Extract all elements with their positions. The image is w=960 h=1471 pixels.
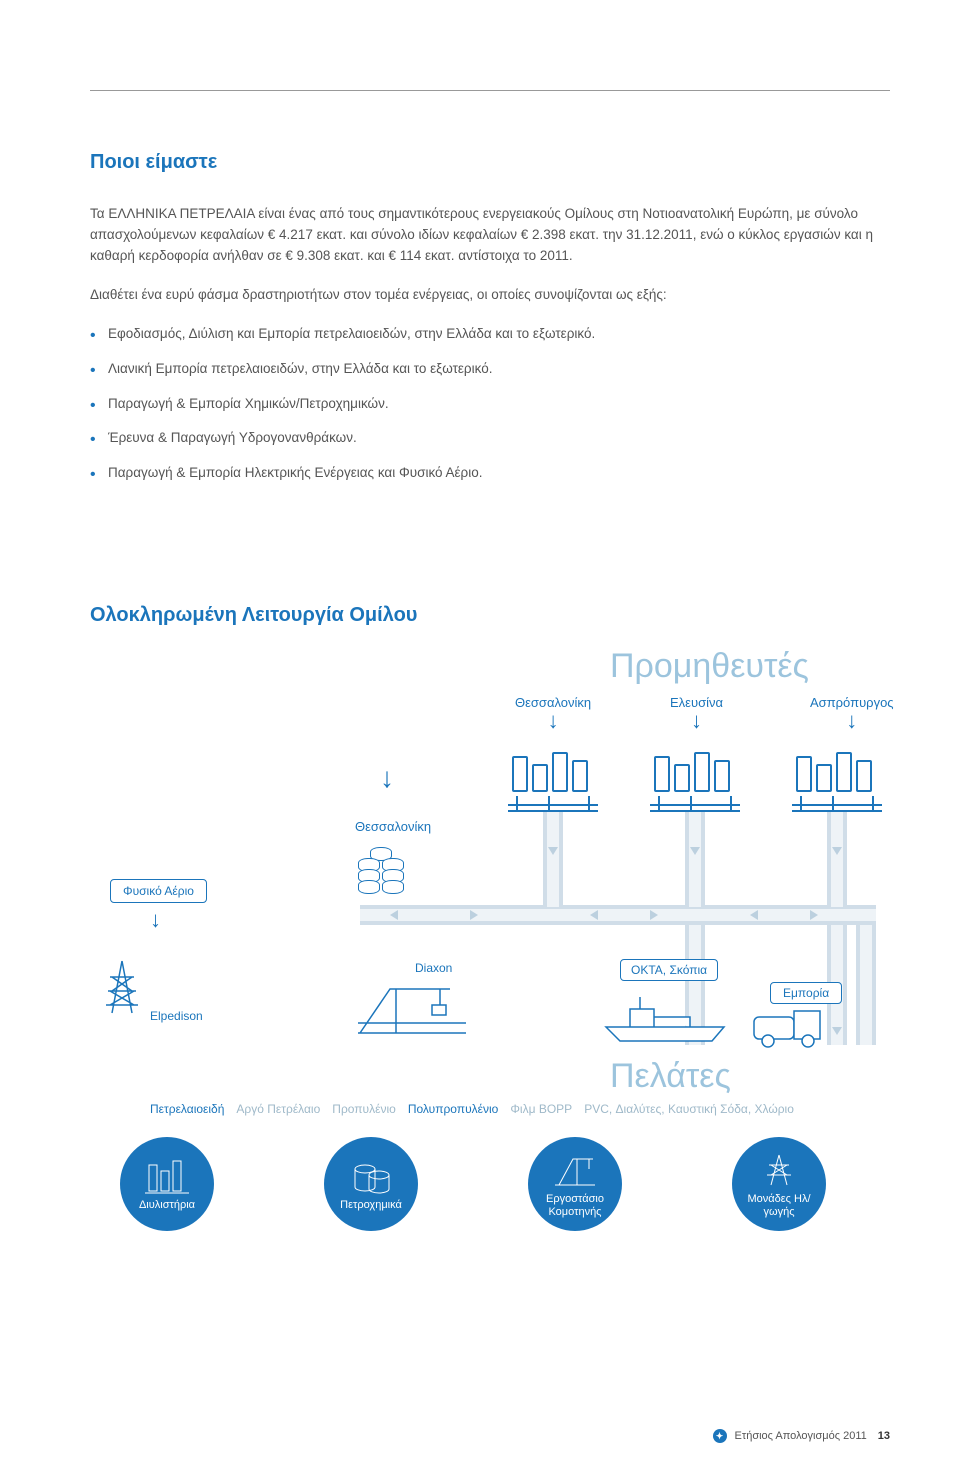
pipe-arrow-icon [832, 847, 842, 855]
pipe-arrow-icon [750, 910, 758, 920]
port-crane-icon [350, 977, 470, 1039]
pipe-arrow-icon [548, 847, 558, 855]
natural-gas-badge: Φυσικό Αέριο [110, 879, 207, 903]
circle-petrochemicals: Πετροχημικά [324, 1137, 418, 1231]
pipe-arrow-icon [470, 910, 478, 920]
activity-item: Λιανική Εμπορία πετρελαιοειδών, στην Ελλ… [108, 359, 890, 380]
supplier-city-aspropyrgos: Ασπρόπυργος↓ [810, 695, 894, 732]
pipe-arrow-icon [590, 910, 598, 920]
intro-paragraph-2: Διαθέτει ένα ευρύ φάσμα δραστηριοτήτων σ… [90, 285, 890, 306]
arrow-down-icon: ↓ [150, 907, 161, 933]
thessaloniki-label: Θεσσαλονίκη [355, 819, 431, 834]
arrow-down-icon: ↓ [691, 708, 702, 733]
customers-label: Πελάτες [610, 1057, 731, 1096]
arrow-down-icon: ↓ [846, 708, 857, 733]
pipe-vertical [856, 925, 876, 1045]
truck-icon [750, 1005, 840, 1049]
suppliers-label: Προμηθευτές [610, 647, 809, 686]
circle-refineries: Διυλιστήρια [120, 1137, 214, 1231]
circle-komotini-plant: Εργοστάσιο Κομοτηνής [528, 1137, 622, 1231]
trade-badge: Εμπορία [770, 982, 842, 1004]
pipe-arrow-icon [390, 910, 398, 920]
product-label: Αργό Πετρέλαιο [236, 1102, 320, 1116]
pipe-arrow-icon [810, 910, 818, 920]
activity-item: Έρευνα & Παραγωγή Υδρογονανθράκων. [108, 428, 890, 449]
product-label: Φιλμ BOPP [510, 1102, 572, 1116]
top-rule [90, 90, 890, 91]
activity-item: Παραγωγή & Εμπορία Χημικών/Πετροχημικών. [108, 394, 890, 415]
pipe-vertical [543, 812, 563, 907]
operations-diagram: Προμηθευτές Θεσσαλονίκη↓ Ελευσίνα↓ Ασπρό… [90, 647, 890, 1237]
elpedison-label: Elpedison [150, 1009, 203, 1023]
arrow-down-icon: ↓ [380, 762, 394, 794]
footer-text: Ετήσιος Απολογισμός 2011 [735, 1430, 867, 1442]
pipe-arrow-icon [690, 847, 700, 855]
page-number: 13 [878, 1430, 890, 1442]
section-title: Ποιοι είμαστε [90, 151, 890, 174]
pipe-arrow-icon [650, 910, 658, 920]
refinery-icon [650, 742, 740, 812]
refinery-icon [792, 742, 882, 812]
products-row: Πετρελαιοειδή Αργό Πετρέλαιο Προπυλένιο … [150, 1102, 870, 1116]
product-label: Προπυλένιο [332, 1102, 396, 1116]
product-label: Πολυπροπυλένιο [408, 1102, 499, 1116]
activity-list: Εφοδιασμός, Διύλιση και Εμπορία πετρελαι… [90, 324, 890, 485]
tower-small-icon [757, 1150, 801, 1190]
pipe-horizontal [360, 905, 876, 925]
refinery-icon [508, 742, 598, 812]
barrels-icon [358, 847, 404, 894]
activity-item: Εφοδιασμός, Διύλιση και Εμπορία πετρελαι… [108, 324, 890, 345]
supplier-city-elefsina: Ελευσίνα↓ [670, 695, 723, 732]
ship-icon [600, 987, 730, 1047]
product-label: PVC, Διαλύτες, Καυστική Σόδα, Χλώριο [584, 1102, 794, 1116]
supplier-city-thessaloniki: Θεσσαλονίκη↓ [515, 695, 591, 732]
diaxon-label: Diaxon [415, 961, 452, 975]
intro-paragraph-1: Τα ΕΛΛΗΝΙΚΑ ΠΕΤΡΕΛΑΙΑ είναι ένας από του… [90, 204, 890, 267]
barrels-small-icon [349, 1156, 393, 1196]
page-footer: ✦ Ετήσιος Απολογισμός 2011 13 [713, 1429, 890, 1443]
crane-small-icon [553, 1150, 597, 1190]
power-tower-icon [100, 957, 144, 1017]
diagram-title: Ολοκληρωμένη Λειτουργία Ομίλου [90, 604, 890, 627]
pipe-vertical [685, 812, 705, 907]
circle-power-units: Μονάδες Ηλ/γωγής [732, 1137, 826, 1231]
activity-item: Παραγωγή & Εμπορία Ηλεκτρικής Ενέργειας … [108, 463, 890, 484]
okta-badge: ΟΚΤΑ, Σκόπια [620, 959, 718, 981]
pipe-vertical [827, 812, 847, 907]
product-label: Πετρελαιοειδή [150, 1102, 224, 1116]
footer-logo-icon: ✦ [713, 1429, 727, 1443]
circles-row: Διυλιστήρια Πετροχημικά Εργοστάσιο Κομοτ… [120, 1137, 826, 1231]
refinery-small-icon [145, 1156, 189, 1196]
arrow-down-icon: ↓ [548, 708, 559, 733]
